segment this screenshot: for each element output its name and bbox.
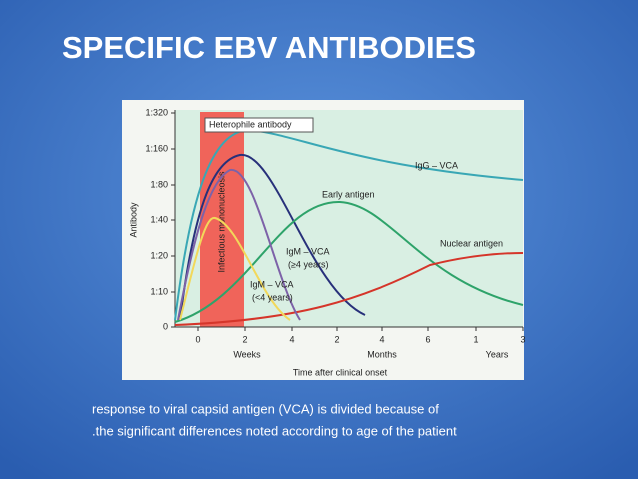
igm-old-label: IgM – VCA xyxy=(286,246,330,256)
nuclear-label: Nuclear antigen xyxy=(440,238,503,248)
early-label: Early antigen xyxy=(322,189,375,199)
x-tick-label: 1 xyxy=(473,334,478,344)
caption-line: response to viral capsid antigen (VCA) i… xyxy=(92,401,439,416)
x-unit: Years xyxy=(486,349,509,359)
igm-young-curve xyxy=(179,216,291,321)
y-axis-label: Antibody xyxy=(128,202,138,238)
nuclear-antigen-curve xyxy=(174,252,524,326)
y-tick-label: 1:20 xyxy=(150,250,168,260)
y-tick-label: 1:10 xyxy=(150,286,168,296)
y-tick-label: 1:160 xyxy=(145,143,168,153)
y-tick-label: 1:40 xyxy=(150,214,168,224)
igm-old-label: (≥4 years) xyxy=(288,259,328,269)
heterophile-curve xyxy=(179,153,366,321)
y-tick-label: 1:80 xyxy=(150,179,168,189)
igm-young-label: (<4 years) xyxy=(252,292,293,302)
igg-label: IgG – VCA xyxy=(415,160,458,170)
y-tick-label: 0 xyxy=(163,321,168,331)
igm-young-label: IgM – VCA xyxy=(250,279,294,289)
infection-band xyxy=(200,112,244,327)
x-unit: Weeks xyxy=(233,349,261,359)
x-tick-label: 0 xyxy=(195,334,200,344)
x-tick-label: 6 xyxy=(425,334,430,344)
x-unit: Months xyxy=(367,349,397,359)
x-tick-label: 2 xyxy=(334,334,339,344)
heterophile-label: Heterophile antibody xyxy=(209,119,292,129)
x-tick-label: 2 xyxy=(242,334,247,344)
igm-old-curve xyxy=(177,168,301,321)
heterophile-box xyxy=(204,117,314,133)
caption-line: .the significant differences noted accor… xyxy=(92,423,457,438)
y-tick-label: 1:320 xyxy=(145,107,168,117)
x-tick-label: 3 xyxy=(520,334,525,344)
x-tick-label: 4 xyxy=(289,334,294,344)
early-antigen-curve xyxy=(174,200,524,323)
x-tick-label: 4 xyxy=(379,334,384,344)
x-axis-label: Time after clinical onset xyxy=(293,367,388,377)
slide-title: SPECIFIC EBV ANTIBODIES xyxy=(62,30,476,65)
